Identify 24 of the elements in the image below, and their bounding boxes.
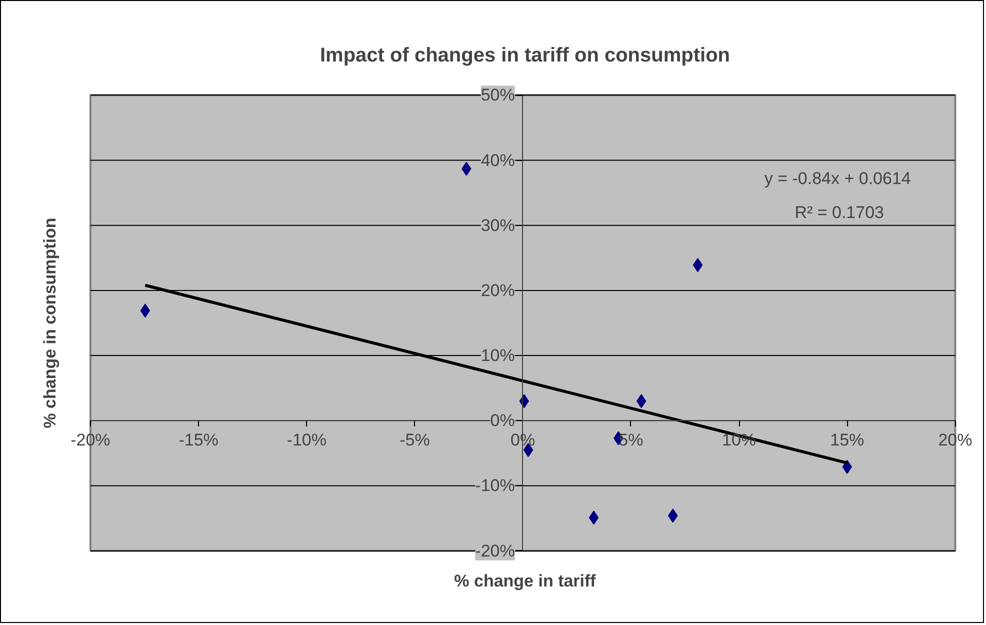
y-tick-label: 40%: [480, 150, 515, 170]
x-tick-label: -20%: [70, 430, 110, 450]
x-tick-label: -10%: [286, 430, 326, 450]
x-axis-title: % change in tariff: [454, 572, 596, 590]
x-tick-label: 15%: [830, 430, 864, 450]
y-tick-label: 50%: [480, 86, 515, 105]
y-tick-label: -10%: [475, 476, 515, 496]
x-tick-label: 20%: [938, 430, 972, 450]
point: [692, 258, 703, 272]
point: [636, 394, 646, 408]
y-tick-label: 30%: [480, 216, 515, 235]
y-tick-label: 10%: [480, 346, 515, 366]
y-tick-label: 0%: [490, 411, 515, 430]
annotation: R² = 0.1703: [794, 203, 884, 222]
annotation: y = -0.84x + 0.0614: [764, 169, 911, 188]
chart-title: Impact of changes in tariff on consumption: [320, 44, 730, 66]
x-tick-label: 10%: [722, 430, 756, 450]
y-axis-title: % change in consumption: [40, 218, 60, 428]
x-tick-label: -15%: [178, 430, 218, 450]
x-tick-label: -5%: [400, 430, 430, 450]
point: [588, 510, 599, 525]
x-tick-label: 5%: [618, 430, 644, 450]
y-tick-label: -20%: [475, 541, 515, 560]
y-tick-label: 20%: [480, 280, 515, 300]
